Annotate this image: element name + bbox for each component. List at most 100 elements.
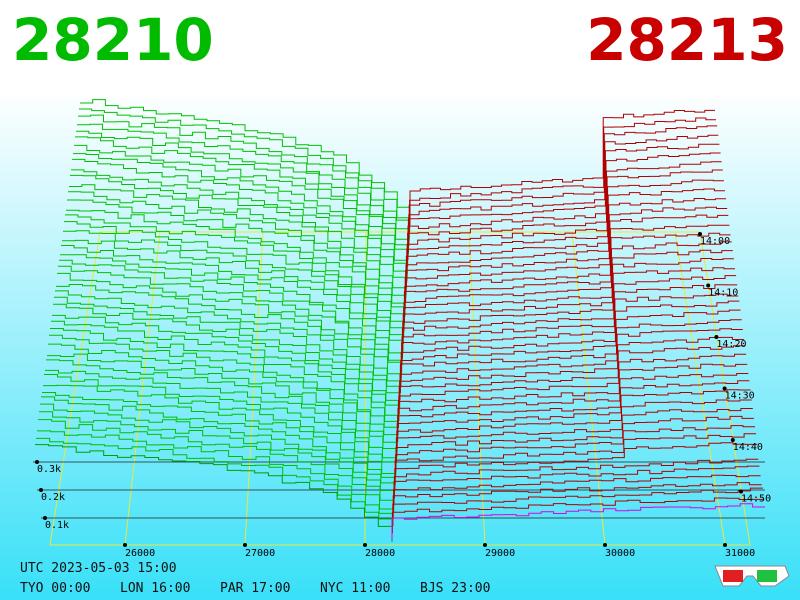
ask-layer <box>395 408 753 463</box>
ask-layer <box>396 389 751 449</box>
ask-price: 28213 <box>586 6 788 74</box>
bid-layer <box>36 437 393 534</box>
price-label: 28000 <box>365 548 395 559</box>
volume-label: 0.1k <box>45 520 69 531</box>
ask-layer <box>409 117 717 232</box>
bid-layer <box>72 158 408 283</box>
bid-layer <box>45 369 397 473</box>
floor-grid-line <box>468 231 486 546</box>
price-tick <box>723 543 727 547</box>
bid-layer <box>64 221 405 338</box>
bid-layer <box>51 320 399 428</box>
bid-layer <box>70 174 407 298</box>
price-tick <box>363 543 367 547</box>
ask-layer <box>403 249 733 337</box>
ask-layer <box>394 433 757 484</box>
ask-layer <box>409 109 715 225</box>
ask-layer <box>399 328 743 400</box>
volume-tick <box>43 516 47 520</box>
bid-layer <box>58 265 402 381</box>
bid-layer <box>61 245 403 360</box>
3d-glasses-icon <box>714 565 790 587</box>
bid-layer <box>66 209 405 326</box>
time-label: 14:30 <box>725 391 755 402</box>
ask-layer <box>396 399 752 456</box>
ask-layer <box>394 442 758 491</box>
utc-time: UTC 2023-05-03 15:00 <box>20 561 177 576</box>
bid-layer <box>69 184 407 303</box>
bid-layer <box>71 169 407 291</box>
bid-layer <box>56 284 401 393</box>
ask-layer <box>403 241 732 330</box>
ask-layer <box>393 465 760 505</box>
ask-layer <box>401 275 737 358</box>
bid-layer <box>38 419 394 519</box>
bid-layer <box>42 392 396 491</box>
time-label: 14:20 <box>716 339 746 350</box>
city-clock: BJS 23:00 <box>420 581 490 596</box>
time-tick <box>706 283 711 288</box>
ask-layer <box>407 143 720 253</box>
volume-tick <box>39 488 43 492</box>
city-clocks: TYO 00:00 LON 16:00 PAR 17:00 NYC 11:00 BJS … <box>20 581 490 596</box>
price-label: 30000 <box>605 548 635 559</box>
bid-layer <box>44 374 397 477</box>
bid-layer <box>62 239 404 354</box>
bid-layer <box>40 403 395 505</box>
ask-layer <box>402 258 734 344</box>
ask-layer <box>392 487 763 526</box>
ask-layer <box>406 179 724 281</box>
bid-layer <box>37 430 394 526</box>
bid-layer <box>80 99 411 225</box>
ask-layer <box>400 300 740 379</box>
bid-layer <box>41 396 395 499</box>
bid-layer <box>74 144 409 267</box>
bid-layer <box>52 314 400 421</box>
floor-grid-line <box>571 231 606 546</box>
price-label: 27000 <box>245 548 275 559</box>
price-label: 26000 <box>125 548 155 559</box>
ask-layer <box>397 380 750 442</box>
bid-layer <box>48 343 398 452</box>
bid-layer <box>55 290 401 400</box>
price-tick <box>603 543 607 547</box>
bid-layer <box>79 108 411 232</box>
ask-layer <box>392 482 762 519</box>
bid-layer <box>76 130 409 255</box>
bid-layer <box>39 411 395 512</box>
ask-layer <box>399 319 742 393</box>
volume-label: 0.3k <box>37 464 61 475</box>
bid-layer <box>57 272 402 388</box>
time-tick <box>739 489 743 494</box>
time-tick <box>714 335 719 339</box>
ask-layer <box>397 363 748 428</box>
depth-layers <box>35 99 765 542</box>
ask-layer <box>405 188 725 288</box>
city-clock: PAR 17:00 <box>220 581 290 596</box>
ask-layer <box>397 373 749 435</box>
ask-layer <box>407 152 721 260</box>
bid-layer <box>65 214 405 332</box>
bid-layer <box>54 296 401 409</box>
city-clock: TYO 00:00 <box>20 581 90 596</box>
time-tick <box>698 232 702 236</box>
red-lens <box>723 570 743 582</box>
ask-layer <box>400 309 741 386</box>
ask-layer <box>393 458 759 498</box>
ask-layer <box>408 134 719 246</box>
price-tick <box>243 543 247 547</box>
bid-layer <box>43 384 396 486</box>
ask-layer <box>398 345 745 414</box>
time-label: 14:10 <box>708 288 738 299</box>
bid-layer <box>78 114 410 242</box>
bid-layer <box>77 123 410 247</box>
green-lens <box>757 570 777 582</box>
bid-layer <box>47 353 398 459</box>
ask-layer <box>401 293 739 372</box>
floor-grid-line <box>674 231 726 546</box>
price-tick <box>483 543 487 547</box>
bid-layer <box>49 334 399 442</box>
time-label: 14:00 <box>700 236 730 247</box>
